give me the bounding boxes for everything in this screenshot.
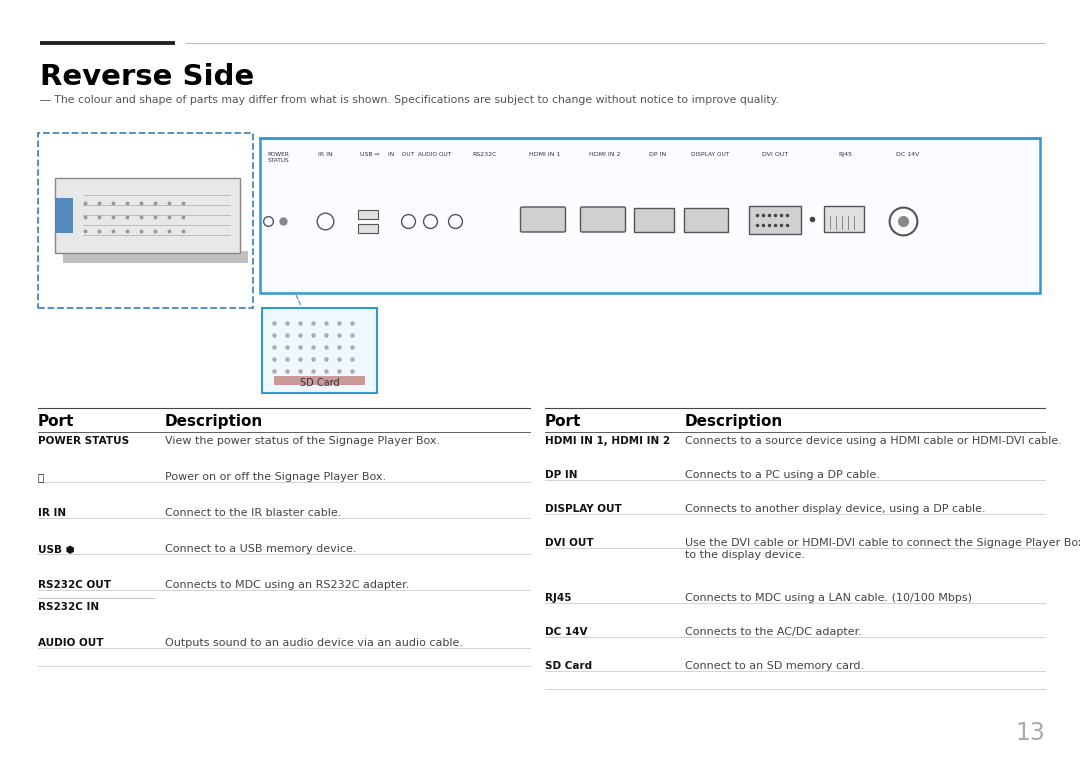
Text: DISPLAY OUT: DISPLAY OUT xyxy=(691,152,729,157)
Text: RS232C: RS232C xyxy=(473,152,497,157)
Text: Connects to the AC/DC adapter.: Connects to the AC/DC adapter. xyxy=(685,627,862,637)
Text: DP IN: DP IN xyxy=(649,152,666,157)
Text: Description: Description xyxy=(685,414,783,429)
Text: Port: Port xyxy=(38,414,75,429)
Text: Power on or off the Signage Player Box.: Power on or off the Signage Player Box. xyxy=(165,472,387,482)
Text: Connect to an SD memory card.: Connect to an SD memory card. xyxy=(685,661,864,671)
FancyBboxPatch shape xyxy=(521,207,566,232)
Text: HDMI IN 2: HDMI IN 2 xyxy=(590,152,621,157)
FancyBboxPatch shape xyxy=(262,308,377,393)
Text: Port: Port xyxy=(545,414,581,429)
Text: RS232C IN: RS232C IN xyxy=(38,602,99,612)
FancyBboxPatch shape xyxy=(63,251,248,263)
Text: Connects to MDC using an RS232C adapter.: Connects to MDC using an RS232C adapter. xyxy=(165,580,409,590)
Text: Reverse Side: Reverse Side xyxy=(40,63,254,91)
FancyBboxPatch shape xyxy=(55,198,73,233)
Text: AUDIO OUT: AUDIO OUT xyxy=(38,638,104,648)
Text: View the power status of the Signage Player Box.: View the power status of the Signage Pla… xyxy=(165,436,441,446)
Text: Connects to MDC using a LAN cable. (10/100 Mbps): Connects to MDC using a LAN cable. (10/1… xyxy=(685,593,972,603)
Text: RJ45: RJ45 xyxy=(838,152,852,157)
FancyBboxPatch shape xyxy=(634,208,674,231)
Text: POWER
STATUS: POWER STATUS xyxy=(267,152,289,163)
FancyBboxPatch shape xyxy=(55,178,240,253)
Text: USB ⬢: USB ⬢ xyxy=(38,544,75,554)
FancyBboxPatch shape xyxy=(264,141,1037,290)
Text: IR IN: IR IN xyxy=(318,152,333,157)
Text: DP IN: DP IN xyxy=(545,470,578,480)
FancyBboxPatch shape xyxy=(824,205,864,231)
Text: DC 14V: DC 14V xyxy=(896,152,920,157)
Text: Use the DVI cable or HDMI-DVI cable to connect the Signage Player Box
to the dis: Use the DVI cable or HDMI-DVI cable to c… xyxy=(685,538,1080,559)
FancyBboxPatch shape xyxy=(260,138,1040,293)
Text: USB ⇨: USB ⇨ xyxy=(360,152,380,157)
Text: IN    OUT  AUDIO OUT: IN OUT AUDIO OUT xyxy=(389,152,451,157)
Text: SD Card: SD Card xyxy=(299,378,339,388)
Text: DVI OUT: DVI OUT xyxy=(545,538,594,548)
Text: POWER STATUS: POWER STATUS xyxy=(38,436,130,446)
Text: ⏻: ⏻ xyxy=(38,472,44,482)
FancyBboxPatch shape xyxy=(750,205,801,233)
Text: Connects to another display device, using a DP cable.: Connects to another display device, usin… xyxy=(685,504,986,514)
Text: Connect to a USB memory device.: Connect to a USB memory device. xyxy=(165,544,356,554)
Text: IR IN: IR IN xyxy=(38,508,66,518)
Text: HDMI IN 1, HDMI IN 2: HDMI IN 1, HDMI IN 2 xyxy=(545,436,670,446)
Text: Description: Description xyxy=(165,414,264,429)
Text: SD Card: SD Card xyxy=(545,661,592,671)
Text: DISPLAY OUT: DISPLAY OUT xyxy=(545,504,622,514)
Text: 13: 13 xyxy=(1015,721,1045,745)
Text: Connects to a PC using a DP cable.: Connects to a PC using a DP cable. xyxy=(685,470,880,480)
Text: DVI OUT: DVI OUT xyxy=(761,152,788,157)
Text: Connect to the IR blaster cable.: Connect to the IR blaster cable. xyxy=(165,508,341,518)
Text: ― The colour and shape of parts may differ from what is shown. Specifications ar: ― The colour and shape of parts may diff… xyxy=(40,95,779,105)
FancyBboxPatch shape xyxy=(38,133,253,308)
FancyBboxPatch shape xyxy=(274,376,365,385)
Text: HDMI IN 1: HDMI IN 1 xyxy=(529,152,561,157)
Text: Outputs sound to an audio device via an audio cable.: Outputs sound to an audio device via an … xyxy=(165,638,463,648)
FancyBboxPatch shape xyxy=(581,207,625,232)
Text: DC 14V: DC 14V xyxy=(545,627,588,637)
FancyBboxPatch shape xyxy=(357,224,378,233)
Text: RJ45: RJ45 xyxy=(545,593,571,603)
FancyBboxPatch shape xyxy=(357,210,378,218)
Text: Connects to a source device using a HDMI cable or HDMI-DVI cable.: Connects to a source device using a HDMI… xyxy=(685,436,1062,446)
FancyBboxPatch shape xyxy=(684,208,728,231)
Text: RS232C OUT: RS232C OUT xyxy=(38,580,111,590)
